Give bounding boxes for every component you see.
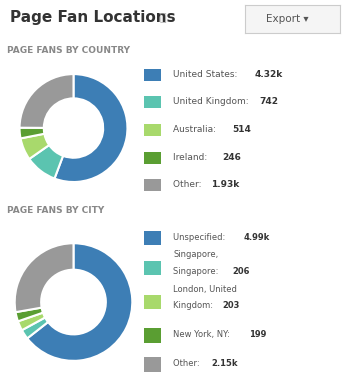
FancyBboxPatch shape [144,152,161,164]
Text: Other:: Other: [174,359,203,368]
FancyBboxPatch shape [144,231,161,245]
Wedge shape [29,145,63,179]
FancyBboxPatch shape [144,328,161,343]
Text: Singapore:: Singapore: [174,267,222,276]
Text: Page Fan Locations: Page Fan Locations [10,10,176,25]
Wedge shape [21,134,49,159]
FancyBboxPatch shape [144,96,161,108]
Text: 4.32k: 4.32k [254,70,282,79]
Wedge shape [22,317,48,338]
Text: 246: 246 [222,152,241,161]
Text: 4.99k: 4.99k [244,233,270,242]
Text: PAGE FANS BY CITY: PAGE FANS BY CITY [7,206,104,215]
Text: Export ▾: Export ▾ [266,14,309,24]
FancyBboxPatch shape [144,69,161,81]
Text: Other:: Other: [174,180,205,189]
Text: United States:: United States: [174,70,241,79]
Text: 1.93k: 1.93k [211,180,239,189]
Wedge shape [15,308,43,321]
Wedge shape [18,313,45,330]
Text: 514: 514 [233,125,252,134]
FancyBboxPatch shape [144,357,161,372]
FancyBboxPatch shape [144,124,161,136]
Text: 742: 742 [260,97,279,106]
Wedge shape [15,243,74,312]
Text: Unspecified:: Unspecified: [174,233,228,242]
FancyBboxPatch shape [144,179,161,192]
Text: Australia:: Australia: [174,125,219,134]
Text: 2.15k: 2.15k [211,359,238,368]
Text: 206: 206 [233,267,250,276]
Text: Ireland:: Ireland: [174,152,211,161]
Text: New York, NY:: New York, NY: [174,330,233,339]
Wedge shape [20,128,44,138]
FancyBboxPatch shape [144,295,161,309]
Wedge shape [20,74,74,128]
Text: PAGE FANS BY COUNTRY: PAGE FANS BY COUNTRY [7,46,130,55]
Text: London, United: London, United [174,285,237,294]
Wedge shape [55,74,127,182]
Text: Kingdom:: Kingdom: [174,301,216,310]
Text: 203: 203 [222,301,239,310]
Text: United Kingdom:: United Kingdom: [174,97,252,106]
FancyBboxPatch shape [144,261,161,275]
Text: 199: 199 [249,330,266,339]
Text: Singapore,: Singapore, [174,251,219,260]
Wedge shape [27,243,132,361]
Text: ⓘ: ⓘ [159,13,166,23]
